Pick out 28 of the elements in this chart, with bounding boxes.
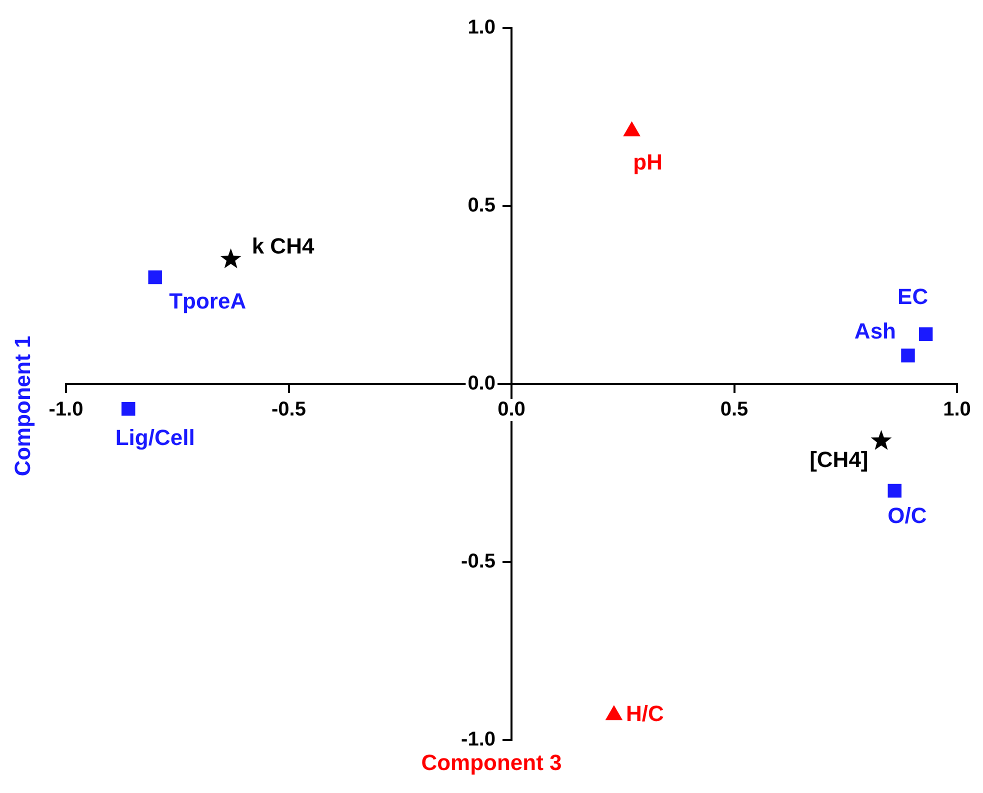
y-axis-title: Component 1 <box>10 334 36 478</box>
series-label: Lig/Cell <box>115 424 195 450</box>
point <box>901 348 915 362</box>
series-label: [CH4] <box>810 447 868 472</box>
x-tick-label: 1.0 <box>943 398 971 421</box>
point <box>888 484 902 498</box>
series-label: H/C <box>626 701 664 726</box>
series-label: Ash <box>854 318 896 344</box>
series-label: TporeA <box>169 288 246 314</box>
y-tick-label: 0.5 <box>468 194 496 217</box>
y-tick-label: -0.5 <box>461 550 496 573</box>
x-tick-label: -1.0 <box>48 398 84 421</box>
x-axis-title: Component 3 <box>420 750 563 776</box>
y-tick-label: 1.0 <box>468 16 496 39</box>
point <box>918 327 933 342</box>
point <box>148 270 162 284</box>
point <box>122 402 136 416</box>
x-tick-label: 0.0 <box>498 398 526 421</box>
x-tick-label: -0.5 <box>272 398 306 421</box>
point <box>220 248 242 268</box>
x-tick-label: 0.5 <box>720 398 748 421</box>
series-label: O/C <box>888 502 927 528</box>
series-label: EC <box>898 284 928 310</box>
point <box>870 430 892 450</box>
series-label: k CH4 <box>252 233 315 258</box>
series-label: pH <box>633 149 662 174</box>
y-tick-label: 0.0 <box>468 372 496 395</box>
y-tick-label: -1.0 <box>461 728 496 751</box>
